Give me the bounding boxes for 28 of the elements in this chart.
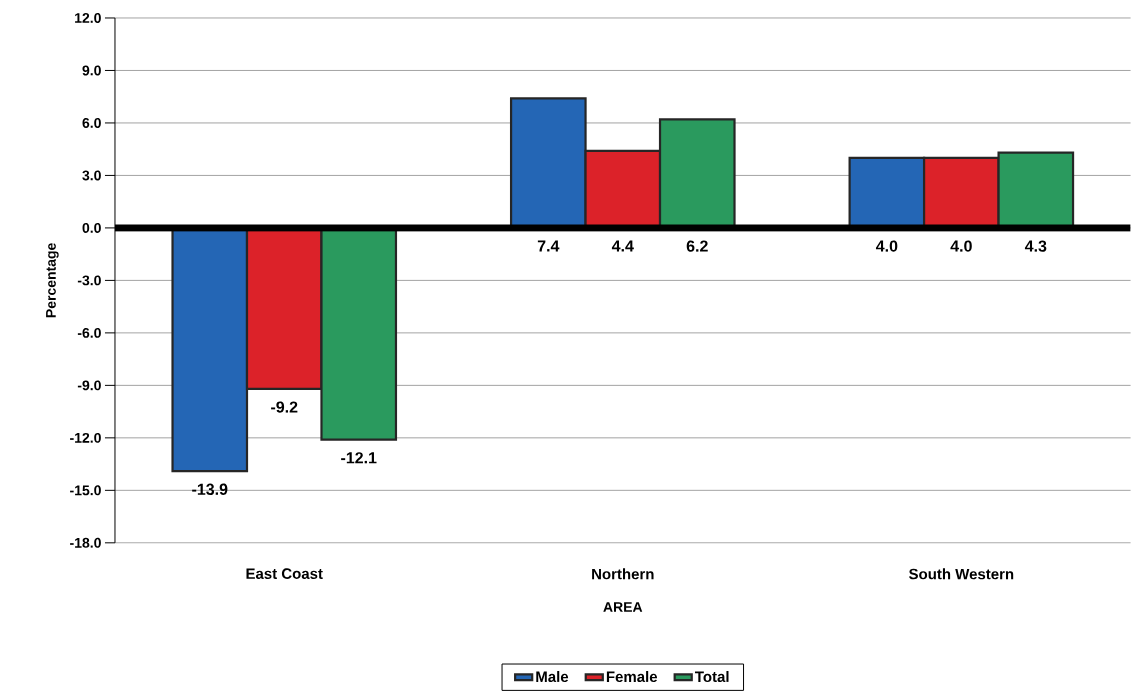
data-label: 6.2: [686, 240, 708, 252]
legend-label: Total: [695, 671, 729, 683]
x-axis-title: AREA: [603, 602, 643, 612]
legend-label: Female: [606, 671, 658, 683]
y-tick-label: 6.0: [82, 118, 101, 129]
y-tick-label: 12.0: [75, 13, 101, 24]
y-tick-label: 3.0: [82, 170, 101, 181]
x-tick-label: South Western: [909, 568, 1014, 580]
data-label: 4.4: [611, 240, 634, 252]
legend-label: Male: [536, 671, 569, 683]
y-tick-label: 0.0: [82, 223, 101, 233]
data-label: 7.4: [537, 240, 560, 252]
y-tick-label: -9.0: [77, 380, 101, 391]
x-tick-label: East Coast: [246, 568, 323, 580]
y-tick-label: -18.0: [70, 537, 101, 548]
y-tick-label: -12.0: [70, 432, 101, 443]
data-label: -9.2: [271, 401, 298, 413]
data-label: -12.1: [341, 452, 377, 464]
x-tick-label: Northern: [592, 568, 654, 580]
data-label: -13.9: [192, 483, 228, 496]
y-tick-label: 9.0: [82, 65, 101, 76]
data-label: 4.3: [1024, 240, 1047, 252]
data-label: 4.0: [875, 240, 898, 252]
y-tick-label: -3.0: [77, 275, 101, 286]
y-tick-label: -15.0: [70, 485, 101, 496]
y-tick-label: -6.0: [77, 328, 101, 338]
y-axis-title: Percentage: [46, 243, 59, 318]
data-label: 4.0: [950, 240, 972, 252]
